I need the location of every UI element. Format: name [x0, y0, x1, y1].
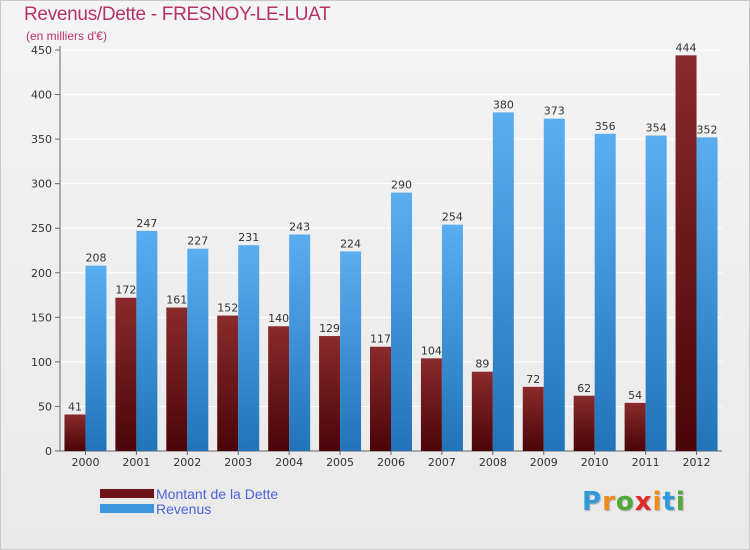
data-label-dette: 444 — [676, 41, 697, 54]
bar-revenus — [543, 118, 565, 452]
y-tick-label: 300 — [31, 178, 52, 191]
legend-label-dette: Montant de la Dette — [156, 485, 279, 502]
data-label-revenus: 352 — [697, 123, 718, 136]
data-label-revenus: 373 — [544, 105, 565, 118]
bar-dette — [573, 395, 595, 451]
x-tick-label: 2004 — [275, 456, 303, 469]
x-tick-label: 2010 — [581, 456, 609, 469]
bar-revenus — [289, 234, 311, 451]
legend: Montant de la Dette Revenus — [100, 485, 279, 517]
chart-title: Revenus/Dette - FRESNOY-LE-LUAT — [24, 4, 331, 25]
x-tick-label: 2003 — [224, 456, 252, 469]
x-tick-label: 2012 — [683, 456, 711, 469]
legend-item-dette: Montant de la Dette — [100, 485, 279, 502]
bar-revenus — [492, 112, 514, 451]
x-tick-label: 2011 — [632, 456, 660, 469]
x-tick-label: 2002 — [173, 456, 201, 469]
y-tick-label: 450 — [31, 44, 52, 57]
legend-swatch-dette — [100, 489, 154, 498]
logo-letter: x — [634, 487, 653, 517]
logo-letter: r — [602, 487, 616, 517]
data-label-dette: 117 — [370, 333, 391, 346]
bar-revenus — [187, 248, 209, 451]
bar-dette — [217, 315, 239, 451]
y-tick-label: 150 — [31, 311, 52, 324]
bar-dette — [420, 358, 442, 451]
bar-dette — [64, 414, 86, 451]
data-label-dette: 140 — [268, 312, 289, 325]
y-tick-label: 200 — [31, 267, 52, 280]
x-tick-label: 2007 — [428, 456, 456, 469]
bar-dette — [115, 297, 137, 451]
data-label-dette: 161 — [166, 294, 187, 307]
logo-letter: o — [615, 487, 635, 517]
data-label-dette: 172 — [115, 284, 136, 297]
data-label-dette: 129 — [319, 322, 340, 335]
data-label-revenus: 243 — [289, 220, 310, 233]
data-label-dette: 152 — [217, 302, 238, 315]
y-tick-label: 400 — [31, 89, 52, 102]
data-label-dette: 41 — [68, 400, 82, 413]
legend-label-revenus: Revenus — [156, 500, 212, 517]
x-tick-label: 2009 — [530, 456, 558, 469]
bar-dette — [522, 386, 544, 451]
data-label-revenus: 290 — [391, 179, 412, 192]
bar-revenus — [340, 251, 362, 451]
bar-dette — [624, 402, 646, 451]
data-label-revenus: 227 — [187, 235, 208, 248]
chart-subtitle: (en milliers d'€) — [26, 29, 107, 43]
bar-revenus — [441, 224, 463, 451]
y-tick-label: 50 — [38, 400, 52, 413]
bar-dette — [370, 346, 391, 451]
logo-letter: P — [582, 487, 603, 517]
data-label-dette: 104 — [421, 344, 442, 357]
y-tick-label: 250 — [31, 222, 52, 235]
y-tick-label: 0 — [45, 445, 52, 458]
bar-revenus — [136, 230, 158, 451]
data-label-revenus: 231 — [238, 231, 259, 244]
x-tick-label: 2001 — [122, 456, 150, 469]
data-label-revenus: 224 — [340, 237, 361, 250]
data-label-revenus: 247 — [136, 217, 157, 230]
bar-revenus — [238, 245, 260, 451]
data-label-revenus: 208 — [85, 252, 106, 265]
logo-letter: i — [675, 487, 686, 517]
logo-letter: i — [652, 487, 663, 517]
data-label-dette: 54 — [628, 389, 642, 402]
bar-revenus — [594, 133, 616, 451]
bar-revenus — [696, 137, 718, 451]
data-label-dette: 62 — [577, 382, 591, 395]
bar-revenus — [391, 192, 412, 452]
data-label-revenus: 254 — [442, 211, 463, 224]
proxiti-logo: Proxiti — [582, 487, 686, 517]
x-tick-label: 2006 — [377, 456, 405, 469]
bar-dette — [471, 371, 493, 451]
y-tick-label: 350 — [31, 133, 52, 146]
y-tick-label: 100 — [31, 356, 52, 369]
bar-dette — [166, 307, 188, 451]
logo-letter: t — [662, 487, 676, 517]
bar-dette — [675, 55, 697, 451]
bar-dette — [319, 336, 341, 451]
x-tick-label: 2005 — [326, 456, 354, 469]
data-label-revenus: 380 — [493, 98, 514, 111]
legend-item-revenus: Revenus — [100, 500, 278, 517]
x-tick-label: 2008 — [479, 456, 507, 469]
bar-dette — [268, 326, 290, 451]
legend-swatch-revenus — [100, 504, 154, 513]
bar-revenus — [85, 265, 107, 451]
data-label-dette: 89 — [475, 358, 489, 371]
data-label-dette: 72 — [526, 373, 540, 386]
x-tick-label: 2000 — [71, 456, 99, 469]
bar-revenus — [645, 135, 667, 451]
data-label-revenus: 356 — [595, 120, 616, 133]
data-label-revenus: 354 — [646, 122, 667, 135]
